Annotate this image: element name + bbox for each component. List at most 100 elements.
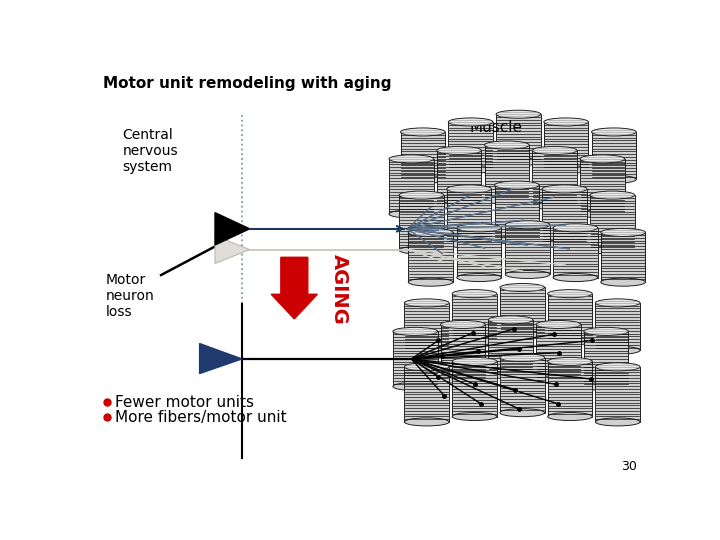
Ellipse shape — [592, 128, 636, 136]
Text: AGING: AGING — [330, 254, 349, 325]
Ellipse shape — [437, 146, 482, 154]
Text: Fewer motor units: Fewer motor units — [115, 395, 254, 409]
Ellipse shape — [553, 274, 598, 281]
Ellipse shape — [548, 337, 593, 345]
Ellipse shape — [408, 228, 453, 237]
Ellipse shape — [389, 210, 433, 218]
Ellipse shape — [452, 413, 497, 421]
Polygon shape — [399, 195, 444, 250]
Ellipse shape — [505, 221, 550, 229]
Ellipse shape — [452, 357, 497, 366]
Polygon shape — [408, 232, 453, 282]
Polygon shape — [500, 357, 544, 413]
Ellipse shape — [580, 210, 625, 218]
Polygon shape — [548, 361, 593, 416]
Ellipse shape — [405, 346, 449, 354]
Polygon shape — [488, 320, 533, 375]
Ellipse shape — [393, 382, 438, 390]
Ellipse shape — [584, 382, 629, 390]
Ellipse shape — [452, 289, 497, 298]
Ellipse shape — [389, 155, 433, 163]
Ellipse shape — [500, 331, 544, 339]
Polygon shape — [553, 228, 598, 278]
Ellipse shape — [452, 337, 497, 345]
Ellipse shape — [580, 155, 625, 163]
Ellipse shape — [495, 181, 539, 189]
Text: Motor
neuron
loss: Motor neuron loss — [106, 273, 154, 319]
Ellipse shape — [496, 158, 541, 166]
Ellipse shape — [595, 418, 640, 426]
Ellipse shape — [488, 316, 533, 324]
Ellipse shape — [584, 327, 629, 335]
Ellipse shape — [441, 320, 485, 328]
Ellipse shape — [485, 141, 529, 149]
Ellipse shape — [496, 110, 541, 118]
Polygon shape — [452, 294, 497, 341]
Ellipse shape — [542, 185, 587, 193]
Ellipse shape — [542, 240, 587, 248]
Polygon shape — [447, 189, 492, 244]
Polygon shape — [389, 159, 433, 214]
Ellipse shape — [449, 118, 493, 126]
Ellipse shape — [405, 418, 449, 426]
Polygon shape — [595, 367, 640, 422]
Ellipse shape — [408, 278, 453, 286]
Polygon shape — [548, 294, 593, 341]
Text: More fibers/motor unit: More fibers/motor unit — [115, 410, 287, 425]
Ellipse shape — [400, 176, 445, 184]
Ellipse shape — [449, 165, 493, 173]
Ellipse shape — [456, 224, 501, 232]
Ellipse shape — [544, 165, 588, 173]
Ellipse shape — [536, 320, 581, 328]
Polygon shape — [393, 332, 438, 387]
Text: Central
nervous
system: Central nervous system — [122, 128, 179, 174]
Ellipse shape — [447, 185, 492, 193]
Polygon shape — [580, 159, 625, 214]
Ellipse shape — [500, 409, 544, 417]
Ellipse shape — [548, 413, 593, 421]
Ellipse shape — [600, 278, 645, 286]
Polygon shape — [405, 303, 449, 350]
Polygon shape — [215, 213, 250, 245]
Polygon shape — [544, 122, 588, 170]
Polygon shape — [595, 303, 640, 350]
Ellipse shape — [532, 201, 577, 210]
Text: 30: 30 — [621, 460, 637, 473]
Polygon shape — [542, 189, 587, 244]
Ellipse shape — [595, 299, 640, 307]
Ellipse shape — [590, 191, 634, 199]
Polygon shape — [400, 132, 445, 179]
Ellipse shape — [405, 299, 449, 307]
Polygon shape — [456, 228, 501, 278]
Ellipse shape — [447, 240, 492, 248]
Polygon shape — [215, 236, 250, 264]
Ellipse shape — [405, 363, 449, 371]
Ellipse shape — [495, 236, 539, 244]
Ellipse shape — [500, 354, 544, 362]
Polygon shape — [536, 325, 581, 380]
Ellipse shape — [595, 346, 640, 354]
Polygon shape — [441, 325, 485, 380]
Ellipse shape — [400, 128, 445, 136]
Ellipse shape — [548, 357, 593, 366]
Ellipse shape — [505, 271, 550, 279]
Ellipse shape — [437, 201, 482, 210]
Ellipse shape — [399, 246, 444, 254]
Ellipse shape — [393, 327, 438, 335]
Ellipse shape — [595, 363, 640, 371]
Ellipse shape — [590, 246, 634, 254]
Ellipse shape — [441, 375, 485, 383]
Polygon shape — [485, 145, 529, 200]
Ellipse shape — [553, 224, 598, 232]
Polygon shape — [452, 361, 497, 416]
Ellipse shape — [532, 146, 577, 154]
Ellipse shape — [485, 196, 529, 204]
Polygon shape — [600, 232, 645, 282]
FancyArrow shape — [271, 257, 318, 319]
Polygon shape — [495, 185, 539, 240]
Polygon shape — [449, 122, 493, 170]
Ellipse shape — [544, 118, 588, 126]
Text: Muscle: Muscle — [469, 120, 522, 135]
Text: Motor unit remodeling with aging: Motor unit remodeling with aging — [104, 76, 392, 91]
Polygon shape — [590, 195, 634, 250]
